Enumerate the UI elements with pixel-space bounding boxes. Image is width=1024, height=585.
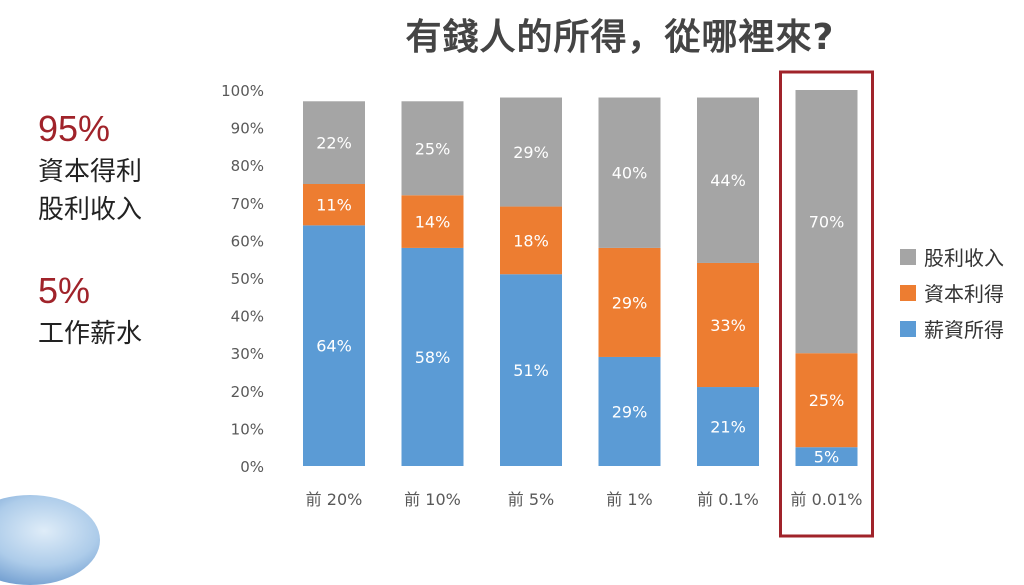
bar-segment-0-3 xyxy=(598,356,661,466)
data-label: 18% xyxy=(513,231,549,250)
y-tick-label: 70% xyxy=(231,195,264,213)
bar-segment-0-1 xyxy=(401,247,464,466)
y-tick-label: 80% xyxy=(231,157,264,175)
data-label: 21% xyxy=(710,418,746,437)
legend-label: 薪資所得 xyxy=(924,318,1004,342)
data-label: 25% xyxy=(809,391,845,410)
data-label: 29% xyxy=(612,402,648,421)
bar-segment-2-4 xyxy=(697,97,759,263)
capital-percent: 95% xyxy=(38,108,111,149)
data-label: 44% xyxy=(710,171,746,190)
bar-segment-2-5 xyxy=(795,90,858,354)
y-tick-label: 100% xyxy=(221,82,264,100)
data-label: 5% xyxy=(814,448,839,467)
data-label: 29% xyxy=(612,293,648,312)
legend-swatch xyxy=(900,284,916,301)
data-label: 64% xyxy=(316,337,352,356)
bar-segment-2-3 xyxy=(598,97,661,248)
legend-swatch xyxy=(900,248,916,265)
bar-segment-0-5 xyxy=(795,447,858,466)
y-tick-label: 60% xyxy=(231,232,264,250)
bar-segment-2-2 xyxy=(500,97,562,207)
data-label: 70% xyxy=(809,213,845,232)
data-label: 51% xyxy=(513,361,549,380)
y-tick-label: 40% xyxy=(231,308,264,326)
legend-label: 資本利得 xyxy=(924,282,1004,306)
legend-item: 資本利得 xyxy=(900,278,1004,307)
legend-label: 股利收入 xyxy=(924,246,1004,270)
stacked-bar-chart: 0% 10% 20% 30% 40% 50% 60% 70% 80% 90% 100% 64% 11% 2… xyxy=(221,70,874,538)
bar-segment-1-5 xyxy=(795,353,858,448)
data-label: 11% xyxy=(316,196,352,215)
data-label: 58% xyxy=(415,348,451,367)
data-label: 40% xyxy=(612,164,648,183)
bar-segment-0-0 xyxy=(303,225,365,466)
y-tick-label: 50% xyxy=(231,270,264,288)
y-tick-label: 10% xyxy=(231,420,264,438)
x-tick-label: 前 0.01% xyxy=(791,490,863,509)
bar-segment-1-2 xyxy=(500,206,562,275)
data-label: 33% xyxy=(710,316,746,335)
bar-segment-1-0 xyxy=(303,184,365,226)
legend-item: 股利收入 xyxy=(900,242,1004,271)
bar-segment-1-4 xyxy=(697,262,759,388)
x-tick-label: 前 20% xyxy=(306,490,363,509)
bar-segment-0-4 xyxy=(697,387,759,466)
bar-segment-2-1 xyxy=(401,101,464,196)
bar-segment-0-2 xyxy=(500,274,562,466)
data-label: 25% xyxy=(415,139,451,158)
y-tick-label: 90% xyxy=(231,120,264,138)
chart-title: 有錢人的所得，從哪裡來? xyxy=(405,17,835,58)
capital-label-line1: 資本得利 xyxy=(38,157,143,187)
x-tick-label: 前 10% xyxy=(404,490,461,509)
highlight-box xyxy=(779,70,874,538)
x-tick-label: 前 5% xyxy=(508,490,554,509)
y-tick-label: 20% xyxy=(231,383,264,401)
bar-segment-2-0 xyxy=(303,101,365,184)
bar-segment-1-3 xyxy=(598,247,661,357)
y-tick-label: 30% xyxy=(231,345,264,363)
capital-label-line2: 股利收入 xyxy=(38,195,143,225)
x-tick-label: 前 0.1% xyxy=(697,490,759,509)
data-label: 14% xyxy=(415,213,451,232)
legend-swatch xyxy=(900,320,916,337)
legend-item: 薪資所得 xyxy=(900,314,1004,343)
bar-segment-1-1 xyxy=(401,195,464,248)
data-label: 29% xyxy=(513,143,549,162)
wage-label: 工作薪水 xyxy=(38,319,143,349)
y-tick-label: 0% xyxy=(240,458,264,476)
wage-percent: 5% xyxy=(38,270,91,311)
x-tick-label: 前 1% xyxy=(606,490,652,509)
data-label: 22% xyxy=(316,134,352,153)
